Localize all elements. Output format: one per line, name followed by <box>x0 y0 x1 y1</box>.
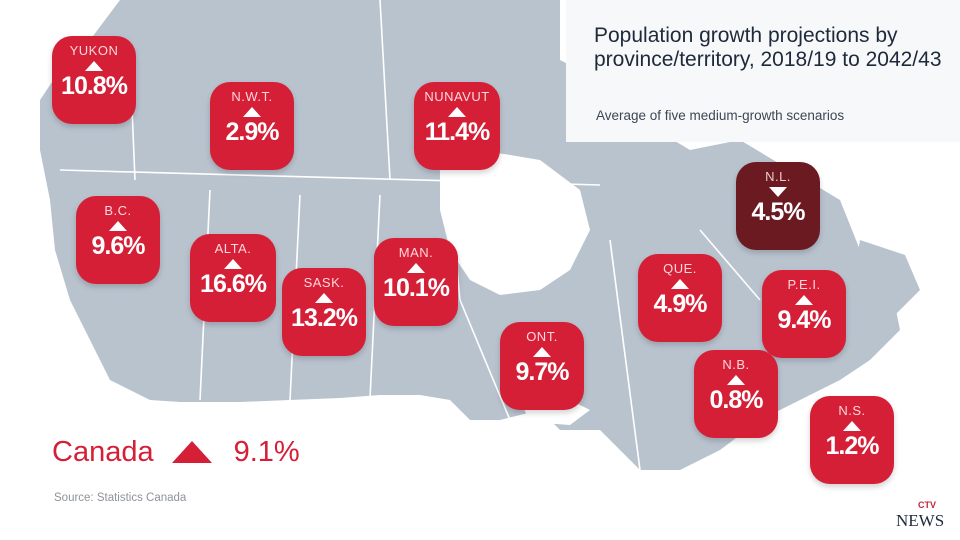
increase-arrow-icon <box>671 279 689 289</box>
badge-nunavut: NUNAVUT 11.4% <box>414 82 500 170</box>
logo-ctv: CTV <box>918 500 936 510</box>
region-label: ONT. <box>526 329 558 344</box>
national-value: 9.1% <box>233 435 300 468</box>
region-label: YUKON <box>69 43 119 58</box>
region-value: 10.8% <box>61 72 128 100</box>
region-value: 16.6% <box>200 270 267 298</box>
national-label: Canada <box>52 435 154 468</box>
increase-arrow-icon <box>795 295 813 305</box>
chart-title: Population growth projections by provinc… <box>594 24 942 71</box>
national-total: Canada 9.1% <box>52 432 300 472</box>
badge-bc: B.C. 9.6% <box>76 196 160 284</box>
title-panel <box>566 0 960 142</box>
region-label: N.W.T. <box>231 89 273 104</box>
increase-arrow-icon <box>85 61 103 71</box>
badge-ont: ONT. 9.7% <box>500 322 584 410</box>
region-value: 9.7% <box>515 358 570 386</box>
badge-nwt: N.W.T. 2.9% <box>210 82 294 170</box>
increase-arrow-icon <box>727 375 745 385</box>
region-value: 9.4% <box>777 306 832 334</box>
chart-subtitle: Average of five medium-growth scenarios <box>596 108 845 123</box>
decrease-arrow-icon <box>769 187 787 197</box>
logo-news: NEWS <box>896 511 945 530</box>
region-value: 4.5% <box>751 198 806 226</box>
badge-alta: ALTA. 16.6% <box>190 234 276 322</box>
region-label: B.C. <box>104 203 132 218</box>
arctic-island <box>420 30 500 80</box>
region-label: N.B. <box>722 357 750 372</box>
region-value: 4.9% <box>653 290 708 318</box>
newfoundland-island <box>855 240 920 315</box>
region-label: NUNAVUT <box>424 89 490 104</box>
badge-yukon: YUKON 10.8% <box>52 36 136 124</box>
region-value: 2.9% <box>225 118 280 146</box>
source-note: Source: Statistics Canada <box>54 492 187 504</box>
region-value: 10.1% <box>383 274 450 302</box>
increase-arrow-icon <box>109 221 127 231</box>
badge-que: QUE. 4.9% <box>638 254 722 342</box>
badge-nb: N.B. 0.8% <box>694 350 778 438</box>
region-value: 9.6% <box>91 232 146 260</box>
region-label: N.L. <box>765 169 791 184</box>
region-label: QUE. <box>663 261 697 276</box>
region-label: ALTA. <box>214 241 252 256</box>
increase-arrow-icon <box>533 347 551 357</box>
increase-arrow-icon <box>448 107 466 117</box>
hudson-bay <box>440 150 590 295</box>
badge-ns: N.S. 1.2% <box>810 396 894 484</box>
region-label: P.E.I. <box>787 277 821 292</box>
region-label: MAN. <box>398 245 434 260</box>
increase-arrow-icon <box>407 263 425 273</box>
region-label: SASK. <box>303 275 345 290</box>
region-value: 11.4% <box>424 118 491 146</box>
region-value: 13.2% <box>291 304 358 332</box>
increase-arrow-icon <box>243 107 261 117</box>
increase-arrow-icon <box>171 441 212 463</box>
arctic-island <box>300 0 400 50</box>
increase-arrow-icon <box>843 421 861 431</box>
ctv-news-logo: CTV NEWS <box>896 500 952 532</box>
badge-sask: SASK. 13.2% <box>282 268 366 356</box>
badge-man: MAN. 10.1% <box>374 238 458 326</box>
region-value: 1.2% <box>825 432 880 460</box>
increase-arrow-icon <box>224 259 242 269</box>
region-label: N.S. <box>838 403 866 418</box>
badge-pei: P.E.I. 9.4% <box>762 270 846 358</box>
badge-nl: N.L. 4.5% <box>736 162 820 250</box>
region-value: 0.8% <box>709 386 764 414</box>
increase-arrow-icon <box>315 293 333 303</box>
